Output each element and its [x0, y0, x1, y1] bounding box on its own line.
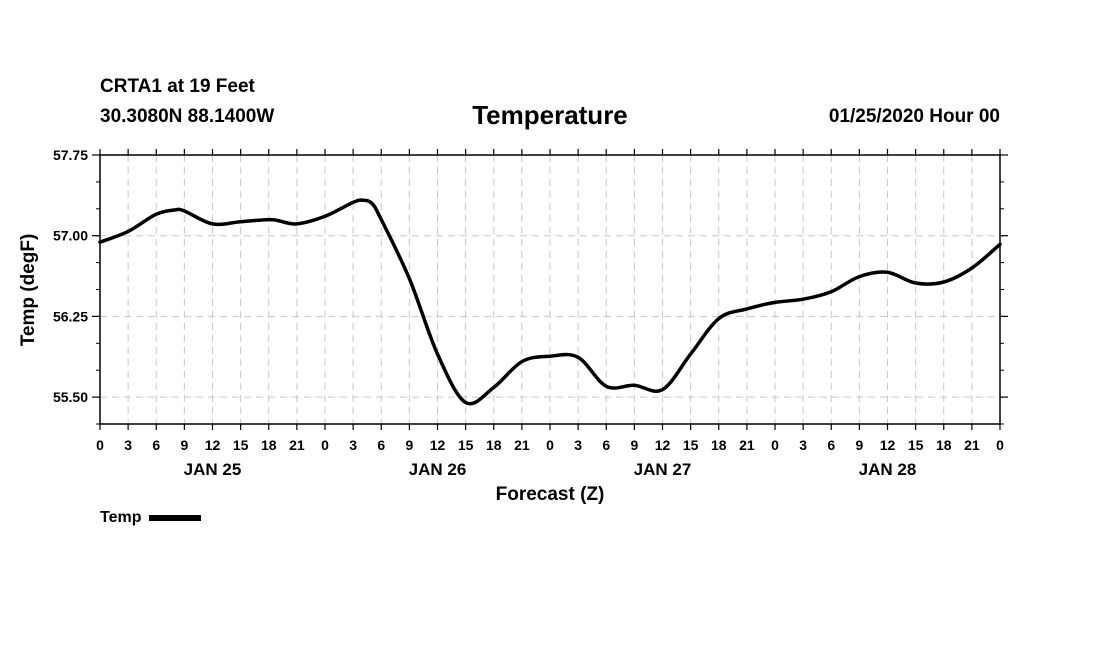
- x-tick-label: 6: [827, 437, 835, 453]
- legend-swatch: [149, 514, 202, 521]
- x-tick-label: 0: [771, 437, 779, 453]
- x-tick-label: 0: [96, 437, 104, 453]
- x-tick-label: 0: [546, 437, 554, 453]
- day-label: JAN 26: [409, 460, 467, 479]
- x-tick-label: 6: [377, 437, 385, 453]
- x-axis-ticks: 0 3 6 9 12 15 18 21 0 3 6 9 12 15 18 21 0 3 6 9 12 15 18 21 0 3 6 9…: [96, 149, 1004, 453]
- x-tick-label: 18: [936, 437, 952, 453]
- x-tick-label: 9: [630, 437, 638, 453]
- x-tick-label: 15: [908, 437, 924, 453]
- x-tick-label: 9: [405, 437, 413, 453]
- x-tick-label: 9: [855, 437, 863, 453]
- y-tick-label: 57.00: [53, 228, 88, 244]
- x-tick-label: 12: [205, 437, 221, 453]
- y-tick-label: 56.25: [53, 308, 88, 324]
- y-tick-label: 55.50: [53, 389, 88, 405]
- x-tick-label: 6: [152, 437, 160, 453]
- x-tick-label: 15: [458, 437, 474, 453]
- legend-label: Temp: [100, 509, 142, 526]
- x-tick-label: 18: [711, 437, 727, 453]
- x-tick-label: 15: [683, 437, 699, 453]
- x-tick-label: 6: [602, 437, 610, 453]
- x-tick-label: 18: [486, 437, 502, 453]
- x-tick-label: 3: [799, 437, 807, 453]
- x-tick-label: 15: [233, 437, 249, 453]
- day-label: JAN 25: [184, 460, 242, 479]
- station-coordinates: 30.3080N 88.1400W: [100, 106, 275, 127]
- x-tick-label: 12: [880, 437, 896, 453]
- y-axis-ticks: 55.50 56.25 57.00 57.75: [53, 147, 1008, 425]
- x-tick-label: 18: [261, 437, 277, 453]
- x-tick-label: 21: [964, 437, 980, 453]
- x-tick-label: 21: [289, 437, 305, 453]
- temp-series-line: [98, 198, 1002, 406]
- chart-title: Temperature: [472, 100, 628, 130]
- x-axis-label: Forecast (Z): [496, 484, 605, 505]
- y-tick-label: 57.75: [53, 147, 88, 163]
- x-tick-label: 3: [574, 437, 582, 453]
- y-axis-label: Temp (degF): [18, 234, 39, 347]
- x-tick-label: 12: [430, 437, 446, 453]
- x-axis-day-labels: JAN 25 JAN 26 JAN 27 JAN 28: [184, 460, 917, 479]
- x-tick-label: 21: [514, 437, 530, 453]
- grid-lines: [100, 154, 1000, 424]
- x-tick-label: 3: [349, 437, 357, 453]
- issue-datetime: 01/25/2020 Hour 00: [828, 106, 1000, 127]
- x-tick-label: 0: [321, 437, 329, 453]
- x-tick-label: 3: [124, 437, 132, 453]
- day-label: JAN 28: [859, 460, 917, 479]
- station-label: CRTA1 at 19 Feet: [100, 76, 255, 97]
- x-tick-label: 9: [180, 437, 188, 453]
- day-label: JAN 27: [634, 460, 692, 479]
- legend: Temp: [100, 509, 202, 527]
- x-tick-label: 12: [655, 437, 671, 453]
- x-tick-label: 0: [996, 437, 1004, 453]
- x-tick-label: 21: [739, 437, 755, 453]
